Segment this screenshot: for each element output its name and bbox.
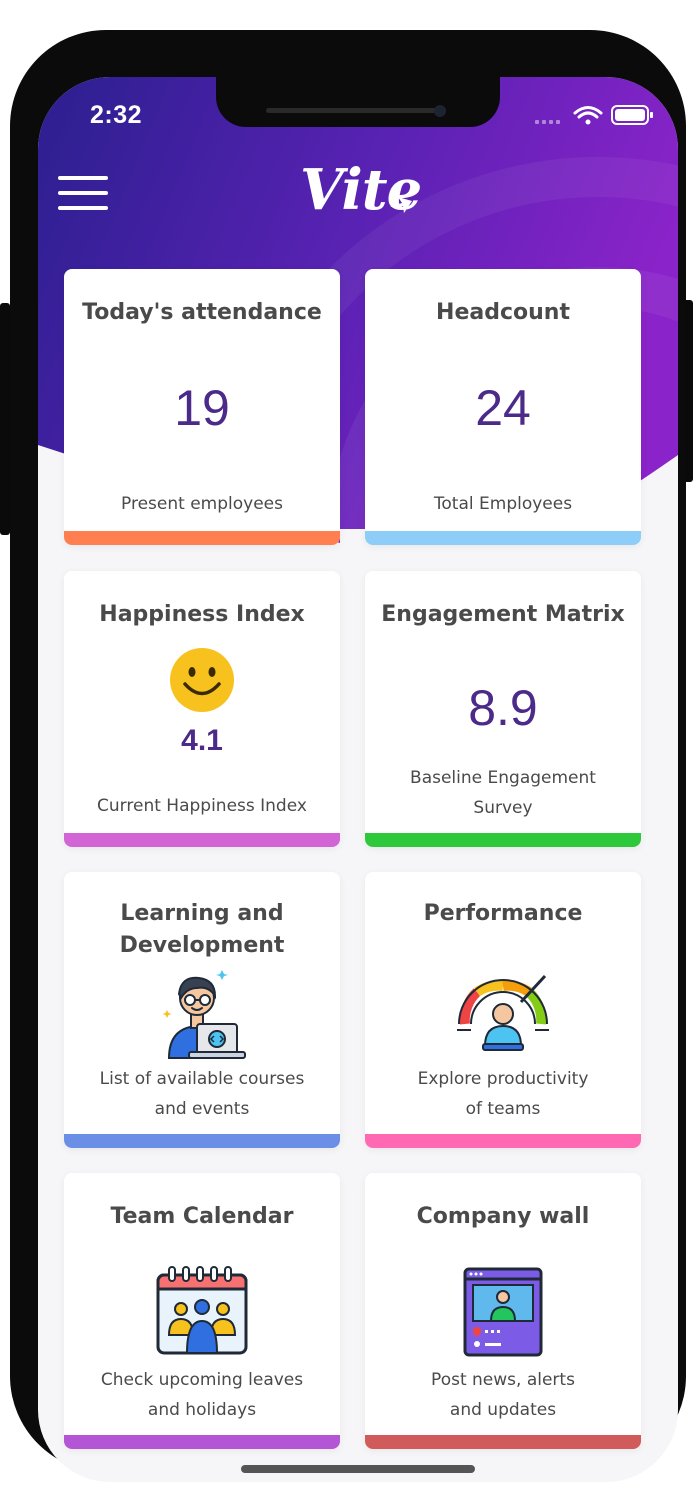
calendar-card[interactable]: Team Calendar Check upcoming leaves and … xyxy=(64,1173,340,1449)
learning-subtitle-line2: and events xyxy=(154,1099,250,1119)
wall-card[interactable]: Company wall Post news, alerts and updat… xyxy=(365,1173,641,1449)
performance-gauge-icon xyxy=(457,974,549,1051)
hamburger-icon xyxy=(58,176,108,210)
engagement-card[interactable]: Engagement Matrix 8.9 Baseline Engagemen… xyxy=(365,571,641,847)
wall-accent-bar xyxy=(365,1435,641,1449)
signal-icon xyxy=(535,120,560,124)
phone-side-button-right xyxy=(683,300,693,482)
engagement-subtitle-line1: Baseline Engagement xyxy=(410,768,596,788)
happiness-value: 4.1 xyxy=(181,724,223,757)
engagement-value: 8.9 xyxy=(468,680,538,736)
app-logo: Vite xyxy=(300,157,422,223)
speaker-grille xyxy=(266,108,436,113)
headcount-title: Headcount xyxy=(436,300,570,325)
logo-arrow-icon xyxy=(390,197,412,213)
headcount-accent-bar xyxy=(365,531,641,545)
calendar-subtitle-line1: Check upcoming leaves xyxy=(100,1370,304,1390)
headcount-subtitle: Total Employees xyxy=(433,494,573,514)
performance-subtitle-line2: of teams xyxy=(465,1099,541,1119)
attendance-title: Today's attendance xyxy=(82,300,322,325)
smiley-icon xyxy=(170,648,234,712)
home-indicator[interactable] xyxy=(241,1465,475,1473)
battery-icon xyxy=(611,105,653,125)
engagement-title: Engagement Matrix xyxy=(381,602,625,627)
learning-subtitle-line1: List of available courses xyxy=(99,1069,305,1089)
attendance-card[interactable]: Today's attendance 19 Present employees xyxy=(64,269,340,545)
happiness-subtitle: Current Happiness Index xyxy=(97,796,307,816)
developer-laptop-icon xyxy=(162,970,246,1059)
company-wall-icon xyxy=(463,1267,543,1357)
menu-button[interactable] xyxy=(58,174,110,216)
headcount-value: 24 xyxy=(475,380,531,436)
attendance-accent-bar xyxy=(64,531,340,545)
phone-frame: 2:32 xyxy=(10,30,686,1482)
notch xyxy=(216,77,500,127)
calendar-accent-bar xyxy=(64,1435,340,1449)
wall-title: Company wall xyxy=(416,1204,590,1229)
performance-title: Performance xyxy=(423,901,583,926)
attendance-value: 19 xyxy=(174,380,230,436)
status-time: 2:32 xyxy=(90,101,143,129)
app-screen: 2:32 xyxy=(38,77,678,1482)
engagement-subtitle-line2: Survey xyxy=(473,798,533,818)
performance-accent-bar xyxy=(365,1134,641,1148)
headcount-card[interactable]: Headcount 24 Total Employees xyxy=(365,269,641,545)
front-camera xyxy=(434,105,446,117)
calendar-title: Team Calendar xyxy=(110,1204,294,1229)
wifi-icon xyxy=(573,106,603,125)
happiness-accent-bar xyxy=(64,833,340,847)
status-icons xyxy=(533,103,663,133)
wall-subtitle-line1: Post news, alerts xyxy=(431,1370,575,1390)
learning-card[interactable]: Learning and Development List of availab… xyxy=(64,872,340,1148)
wall-subtitle-line2: and updates xyxy=(449,1400,557,1420)
engagement-accent-bar xyxy=(365,833,641,847)
learning-title-line2: Development xyxy=(119,933,285,958)
performance-card[interactable]: Performance Explore productivity of team… xyxy=(365,872,641,1148)
team-calendar-icon xyxy=(156,1266,248,1355)
phone-side-button-left xyxy=(0,303,10,535)
happiness-card[interactable]: Happiness Index 4.1 Current Happiness In… xyxy=(64,571,340,847)
learning-accent-bar xyxy=(64,1134,340,1148)
performance-subtitle-line1: Explore productivity xyxy=(417,1069,589,1089)
attendance-subtitle: Present employees xyxy=(121,494,283,514)
learning-title-line1: Learning and xyxy=(120,901,284,926)
happiness-title: Happiness Index xyxy=(99,602,305,627)
calendar-subtitle-line2: and holidays xyxy=(147,1400,257,1420)
